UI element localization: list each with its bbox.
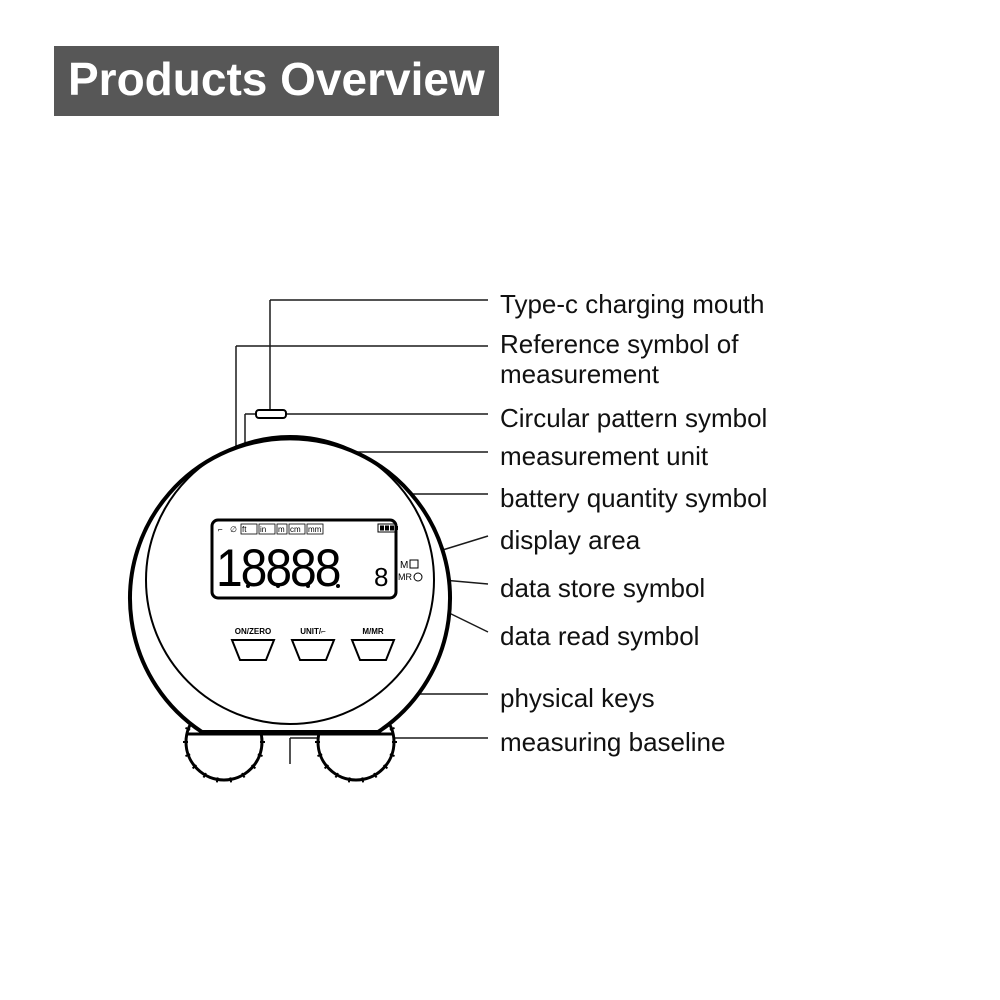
svg-text:in: in bbox=[260, 525, 266, 534]
svg-text:cm: cm bbox=[290, 525, 301, 534]
device-illustration: ⌐ ∅ ft in mcmmm 18888 8 MMR ON/ZERO UNIT/⌐ M/MR bbox=[0, 0, 1000, 1000]
svg-text:⌐: ⌐ bbox=[218, 525, 223, 534]
svg-text:18888: 18888 bbox=[216, 538, 339, 598]
svg-text:∅: ∅ bbox=[230, 525, 237, 534]
svg-text:ON/ZERO: ON/ZERO bbox=[235, 627, 271, 636]
svg-text:8: 8 bbox=[374, 562, 388, 592]
svg-text:M: M bbox=[400, 560, 408, 571]
svg-text:m: m bbox=[278, 525, 285, 534]
svg-text:mm: mm bbox=[308, 525, 322, 534]
svg-text:M/MR: M/MR bbox=[362, 627, 384, 636]
svg-text:ft: ft bbox=[242, 525, 247, 534]
svg-text:UNIT/⌐: UNIT/⌐ bbox=[300, 627, 326, 636]
svg-text:MR: MR bbox=[398, 572, 412, 582]
